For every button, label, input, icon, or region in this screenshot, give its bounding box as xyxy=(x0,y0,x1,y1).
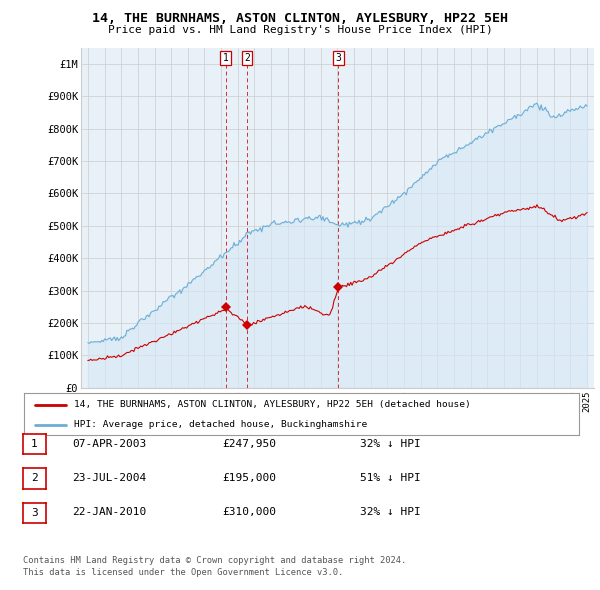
Text: 3: 3 xyxy=(31,508,38,517)
Text: £310,000: £310,000 xyxy=(222,507,276,517)
Text: £247,950: £247,950 xyxy=(222,439,276,448)
Text: 14, THE BURNHAMS, ASTON CLINTON, AYLESBURY, HP22 5EH (detached house): 14, THE BURNHAMS, ASTON CLINTON, AYLESBU… xyxy=(74,401,471,409)
Text: 22-JAN-2010: 22-JAN-2010 xyxy=(72,507,146,517)
Text: 3: 3 xyxy=(335,53,341,63)
Text: 2: 2 xyxy=(31,474,38,483)
Text: HPI: Average price, detached house, Buckinghamshire: HPI: Average price, detached house, Buck… xyxy=(74,420,367,430)
Text: 23-JUL-2004: 23-JUL-2004 xyxy=(72,473,146,483)
Text: 1: 1 xyxy=(223,53,229,63)
Text: £195,000: £195,000 xyxy=(222,473,276,483)
Text: 07-APR-2003: 07-APR-2003 xyxy=(72,439,146,448)
Text: 1: 1 xyxy=(31,440,38,449)
Text: 2: 2 xyxy=(244,53,250,63)
Text: 32% ↓ HPI: 32% ↓ HPI xyxy=(360,507,421,517)
Text: Contains HM Land Registry data © Crown copyright and database right 2024.
This d: Contains HM Land Registry data © Crown c… xyxy=(23,556,406,577)
Text: 51% ↓ HPI: 51% ↓ HPI xyxy=(360,473,421,483)
Text: 32% ↓ HPI: 32% ↓ HPI xyxy=(360,439,421,448)
Text: Price paid vs. HM Land Registry's House Price Index (HPI): Price paid vs. HM Land Registry's House … xyxy=(107,25,493,35)
Text: 14, THE BURNHAMS, ASTON CLINTON, AYLESBURY, HP22 5EH: 14, THE BURNHAMS, ASTON CLINTON, AYLESBU… xyxy=(92,12,508,25)
